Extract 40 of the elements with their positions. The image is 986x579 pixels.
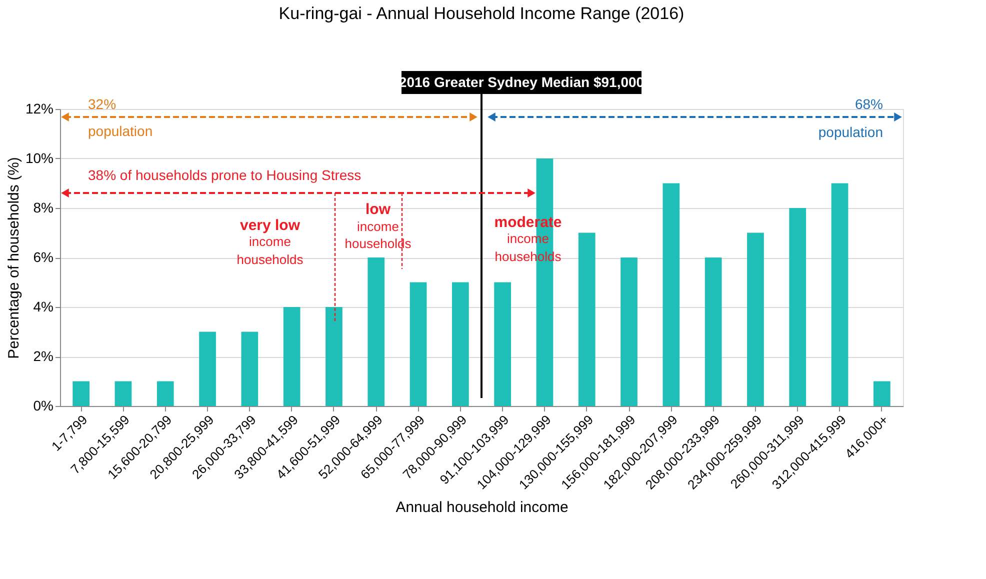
y-tick-label: 2%	[33, 348, 54, 364]
bar	[873, 381, 890, 406]
bar	[578, 232, 596, 406]
bar	[114, 381, 132, 406]
bar	[199, 332, 216, 406]
annotation: 68%	[854, 96, 883, 112]
annotation: 32%	[88, 96, 116, 112]
bar	[368, 258, 385, 406]
annotation: households	[344, 236, 412, 251]
bar	[747, 232, 764, 406]
bar	[831, 183, 848, 406]
bar	[72, 381, 90, 406]
x-axis-title: Annual household income	[396, 499, 568, 516]
y-tick-label: 10%	[25, 150, 54, 166]
y-tick-label: 4%	[33, 298, 54, 314]
bar	[241, 332, 258, 406]
annotation: population	[88, 123, 153, 139]
annotation: low	[366, 201, 391, 218]
y-axis-title: Percentage of households (%)	[5, 157, 22, 359]
bar	[704, 258, 722, 406]
bar	[326, 307, 342, 406]
annotation: 38% of households prone to Housing Stress	[88, 167, 362, 183]
bar	[662, 183, 680, 406]
y-tick-label: 12%	[25, 100, 54, 116]
y-tick-label: 0%	[33, 398, 54, 414]
bar	[494, 282, 512, 406]
bar	[156, 381, 174, 406]
annotation: income	[357, 219, 399, 234]
bar	[410, 282, 427, 406]
chart-title: Ku-ring-gai - Annual Household Income Range (2016)	[278, 4, 684, 23]
y-tick-label: 6%	[33, 249, 54, 265]
bar	[283, 307, 300, 406]
y-tick-label: 8%	[33, 200, 54, 216]
annotation: households	[236, 252, 304, 267]
annotation: very low	[240, 217, 300, 234]
annotation: population	[818, 124, 883, 140]
bar	[789, 208, 806, 406]
bar	[452, 282, 469, 406]
bar	[620, 258, 638, 406]
annotation: income	[249, 234, 291, 249]
